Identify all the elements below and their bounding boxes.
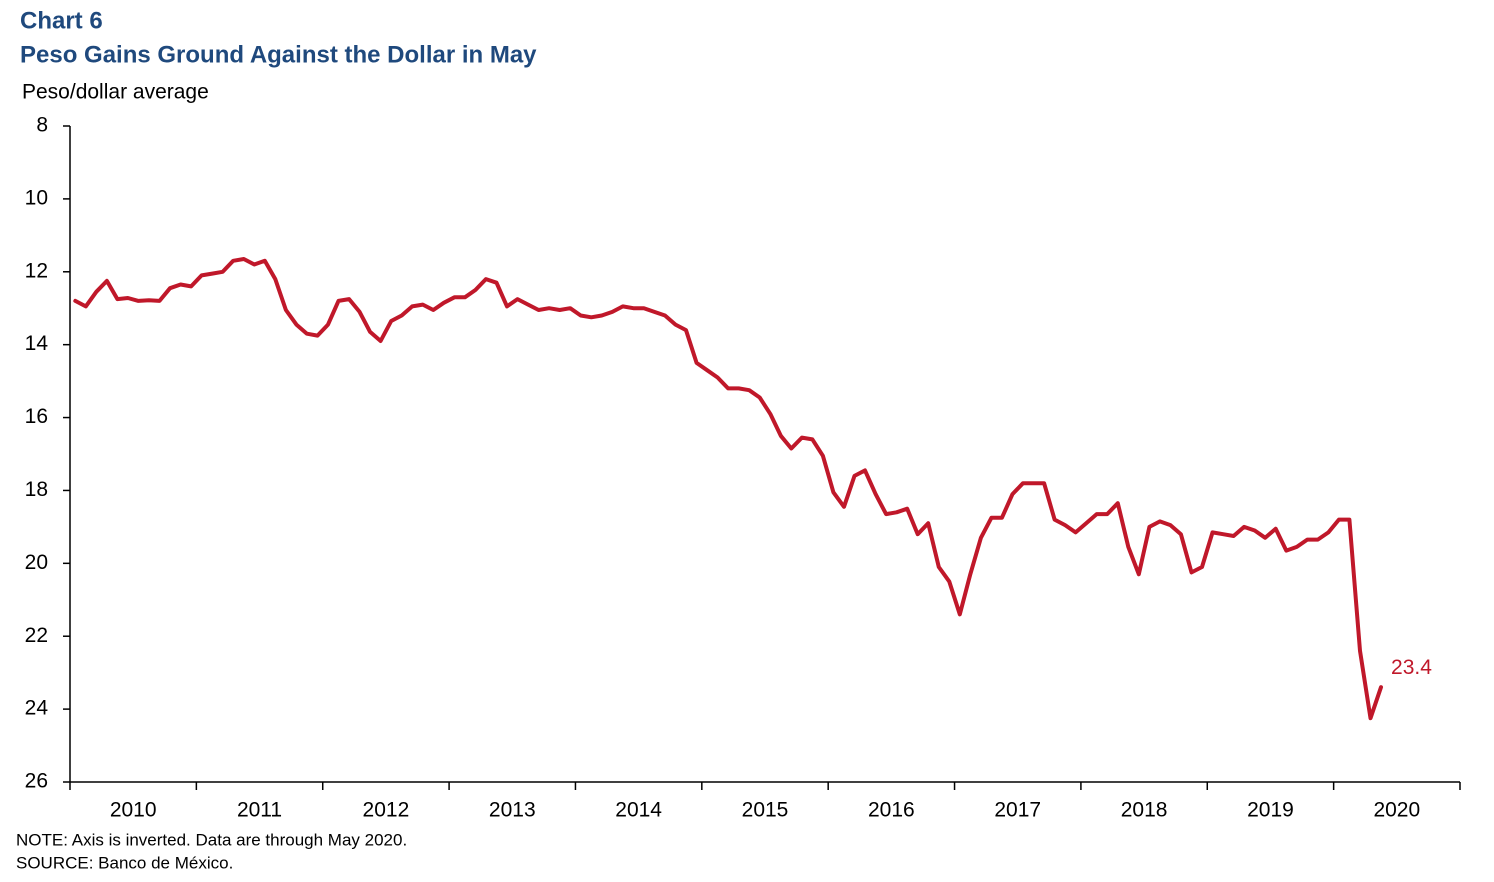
y-tick-label: 24 (25, 697, 49, 720)
x-tick-label: 2016 (868, 799, 915, 822)
line (73, 257, 1383, 721)
y-tick-label: 16 (25, 405, 48, 428)
x-tick-label: 2010 (110, 799, 157, 822)
x-tick-label: 2014 (615, 799, 662, 822)
y-tick-label: 22 (25, 624, 48, 647)
y-tick-label: 12 (25, 259, 48, 282)
x-tick-label: 2017 (994, 799, 1041, 822)
x-tick-label: 2019 (1247, 799, 1294, 822)
x-tick-label: 2012 (363, 799, 410, 822)
end-value-label: 23.4 (1391, 656, 1432, 679)
x-tick-label: 2018 (1121, 799, 1168, 822)
x-tick-label: 2020 (1373, 799, 1420, 822)
x-tick-label: 2011 (237, 799, 282, 822)
y-tick-label: 18 (25, 478, 48, 501)
note: NOTE: Axis is inverted. Data are through… (16, 830, 407, 849)
x-tick-label: 2013 (489, 799, 536, 822)
chart-title: Peso Gains Ground Against the Dollar in … (20, 41, 537, 68)
source: SOURCE: Banco de México. (16, 853, 233, 872)
y-tick-label: 26 (25, 770, 48, 793)
y-tick-label: 14 (25, 332, 49, 355)
y-tick-label: 8 (36, 114, 48, 137)
x-tick-label: 2015 (742, 799, 789, 822)
y-tick-label: 20 (25, 551, 48, 574)
y-axis-title: Peso/dollar average (22, 81, 209, 104)
chart-number: Chart 6 (20, 7, 103, 34)
y-tick-label: 10 (25, 186, 48, 209)
